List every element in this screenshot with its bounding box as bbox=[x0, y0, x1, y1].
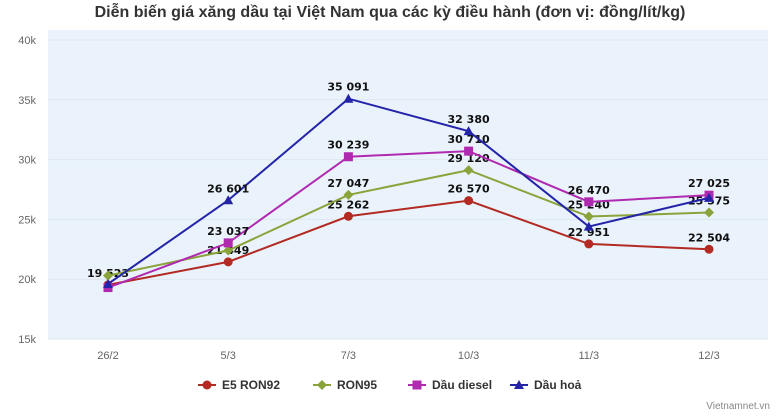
y-tick-label: 25k bbox=[18, 214, 36, 226]
data-point[interactable] bbox=[343, 152, 353, 162]
x-tick-label: 10/3 bbox=[458, 350, 479, 362]
series-dầu-hoả: 26 601 35 091 32 380 bbox=[103, 81, 714, 288]
data-label: 27 047 bbox=[327, 177, 369, 190]
legend-item[interactable]: Dầu diesel bbox=[408, 378, 492, 392]
series-line bbox=[107, 150, 710, 289]
legend-item[interactable]: E5 RON92 bbox=[198, 378, 280, 392]
data-label: 35 091 bbox=[327, 81, 369, 94]
data-point[interactable] bbox=[514, 380, 524, 389]
legend-label: Dầu hoả bbox=[534, 378, 582, 392]
data-point[interactable] bbox=[103, 278, 113, 288]
data-label: 30 710 bbox=[448, 133, 490, 146]
legend-label: E5 RON92 bbox=[222, 378, 280, 392]
data-point[interactable] bbox=[223, 245, 234, 256]
x-tick-label: 11/3 bbox=[579, 350, 600, 362]
data-point[interactable] bbox=[223, 238, 233, 248]
y-tick-label: 15k bbox=[18, 334, 36, 346]
data-point[interactable] bbox=[584, 197, 594, 207]
y-tick-label: 30k bbox=[18, 155, 36, 167]
data-point[interactable] bbox=[223, 195, 234, 205]
data-label: 25 262 bbox=[327, 198, 369, 211]
data-label: 22 504 bbox=[688, 231, 730, 244]
data-point[interactable] bbox=[463, 126, 474, 136]
data-point[interactable] bbox=[583, 221, 594, 231]
x-tick-label: 12/3 bbox=[698, 350, 719, 362]
data-point[interactable] bbox=[202, 380, 212, 390]
x-tick-label: 7/3 bbox=[341, 350, 356, 362]
legend-label: RON95 bbox=[337, 378, 377, 392]
credit: Vietnamnet.vn bbox=[706, 401, 770, 412]
x-tick-label: 5/3 bbox=[221, 350, 236, 362]
data-point[interactable] bbox=[223, 257, 233, 267]
data-label: 26 570 bbox=[448, 183, 490, 196]
series-line bbox=[107, 199, 710, 286]
data-label: 30 239 bbox=[327, 139, 369, 152]
data-point[interactable] bbox=[343, 93, 354, 103]
plot-area bbox=[48, 30, 768, 339]
chart-title: Diễn biến giá xăng dầu tại Việt Nam qua … bbox=[94, 4, 686, 21]
legend-item[interactable]: RON95 bbox=[313, 378, 377, 392]
series-line bbox=[107, 97, 710, 285]
data-label: 26 470 bbox=[568, 184, 610, 197]
data-point[interactable] bbox=[704, 244, 714, 254]
y-tick-label: 20k bbox=[18, 274, 36, 286]
data-label: 26 601 bbox=[207, 182, 249, 195]
data-point[interactable] bbox=[463, 165, 474, 176]
y-tick-label: 35k bbox=[18, 95, 36, 107]
data-point[interactable] bbox=[464, 146, 474, 156]
data-point[interactable] bbox=[584, 239, 594, 249]
data-point[interactable] bbox=[704, 207, 714, 218]
data-point[interactable] bbox=[103, 270, 113, 281]
data-point[interactable] bbox=[317, 380, 327, 390]
series-line bbox=[107, 169, 710, 277]
x-tick-label: 26/2 bbox=[97, 350, 118, 362]
data-point[interactable] bbox=[343, 189, 354, 200]
y-tick-label: 40k bbox=[18, 35, 36, 47]
data-point[interactable] bbox=[464, 196, 474, 206]
data-label: 23 037 bbox=[207, 225, 249, 238]
data-label: 27 025 bbox=[688, 177, 730, 190]
data-point[interactable] bbox=[704, 192, 714, 202]
data-point[interactable] bbox=[343, 211, 353, 221]
data-point[interactable] bbox=[412, 380, 422, 390]
data-label: 32 380 bbox=[448, 113, 490, 126]
data-point[interactable] bbox=[583, 211, 594, 222]
data-label: 22 951 bbox=[568, 226, 610, 239]
legend-label: Dầu diesel bbox=[432, 378, 492, 392]
legend-item[interactable]: Dầu hoả bbox=[510, 378, 582, 392]
